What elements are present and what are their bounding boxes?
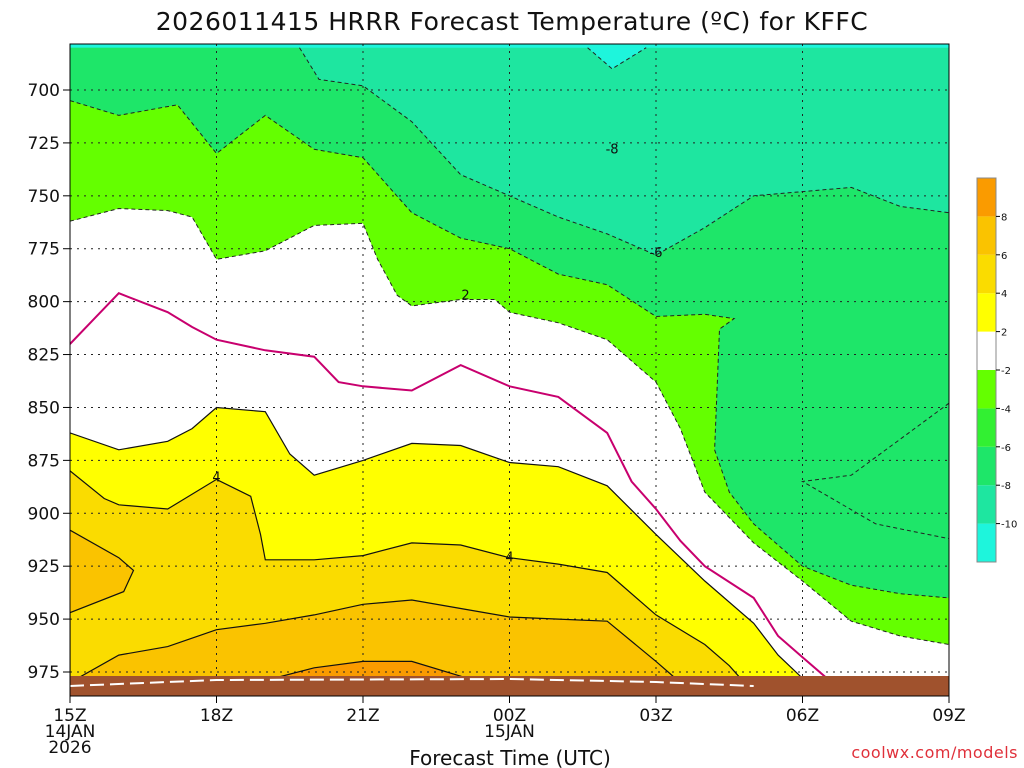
colorbar-swatch [977, 408, 996, 447]
y-tick-label: 975 [28, 663, 60, 683]
contour-label: 4 [212, 470, 220, 485]
colorbar-label: 2 [1001, 328, 1007, 339]
colorbar-swatch [977, 446, 996, 486]
ground-layer [70, 676, 949, 696]
contour-label: -6 [650, 246, 663, 261]
colorbar-label: -2 [1001, 366, 1011, 377]
isotherm-p2 [70, 406, 833, 694]
colorbar-label: -8 [1001, 481, 1011, 492]
colorbar-swatch [977, 216, 996, 255]
x-tick-label: 00Z [493, 706, 526, 726]
isotherm-p6 [70, 529, 696, 694]
plot-area [70, 44, 949, 696]
colorbar-swatch [977, 485, 996, 524]
contour-labels: -8 -6 2 4 4 [212, 142, 662, 565]
colorbar-label: -6 [1001, 443, 1011, 454]
credit-text[interactable]: coolwx.com/models [851, 743, 1018, 762]
colorbar-label: -4 [1001, 404, 1011, 415]
isotherm-zero [70, 292, 852, 695]
ground-band [70, 676, 949, 696]
fill-minus4-band [70, 100, 949, 645]
isotherm-m2 [70, 207, 949, 645]
isotherm-p4 [70, 470, 755, 694]
fill-6-pocket [70, 530, 134, 613]
x-tick-label: 2026 [48, 738, 91, 758]
isotherm-m6 [299, 47, 949, 256]
colorbar-label: 4 [1001, 289, 1007, 300]
contour-label: 2 [461, 288, 469, 303]
y-tick-label: 775 [28, 240, 60, 260]
x-tick-label: 09Z [932, 706, 965, 726]
isotherm-m8-pocket [800, 402, 949, 540]
fill-6-to-8 [70, 600, 696, 694]
x-tick-label: 15JAN [484, 722, 535, 742]
colorbar-swatch [977, 370, 996, 409]
colorbar-label: 8 [1001, 212, 1007, 223]
colorbar-label: 6 [1001, 251, 1007, 262]
colorbar-swatch [977, 178, 996, 217]
y-tick-label: 950 [28, 610, 60, 630]
x-tick-label: 18Z [200, 706, 233, 726]
y-tick-label: 825 [28, 346, 60, 366]
y-tick-label: 925 [28, 557, 60, 577]
x-axis-label: Forecast Time (UTC) [409, 746, 611, 768]
x-tick-label: 06Z [786, 706, 819, 726]
y-tick-label: 875 [28, 451, 60, 471]
colorbar-swatch [977, 254, 996, 294]
colorbar-swatch [977, 523, 996, 562]
contour-label: 4 [505, 551, 513, 566]
temperature-fills [70, 44, 949, 696]
fill-cold-pocket [802, 403, 949, 539]
isotherm-lines [70, 47, 949, 695]
y-tick-label: 725 [28, 134, 60, 154]
x-tick-label: 21Z [346, 706, 379, 726]
y-tick-label: 900 [28, 504, 60, 524]
colorbar-swatch [977, 293, 996, 332]
colorbar-swatch [977, 331, 996, 370]
colorbar: -10 -8 -6 -4 -2 2 4 6 8 [976, 177, 1017, 563]
isotherm-m8 [587, 47, 647, 70]
y-tick-label: 700 [28, 81, 60, 101]
isotherm-m4 [70, 100, 949, 599]
chart-title: 2026011415 HRRR Forecast Temperature (ºC… [156, 7, 869, 36]
x-tick-label: 15Z [53, 706, 86, 726]
x-tick-label: 03Z [639, 706, 672, 726]
x-tick-label: 14JAN [45, 722, 96, 742]
y-axis: 700 725 750 775 800 825 850 875 900 925 950 975 [28, 81, 70, 683]
contour-label: -8 [606, 142, 619, 157]
y-tick-label: 800 [28, 293, 60, 313]
y-tick-label: 750 [28, 187, 60, 207]
colorbar-label: -10 [1001, 520, 1017, 531]
y-tick-label: 850 [28, 398, 60, 418]
